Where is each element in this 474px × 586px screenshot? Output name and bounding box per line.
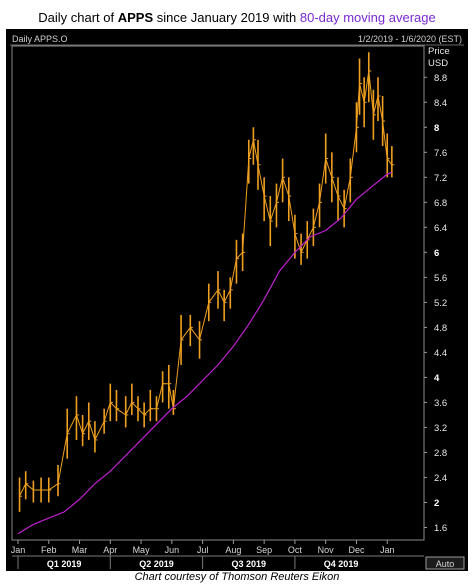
x-tick-label: May xyxy=(133,545,151,555)
y-tick-label: 5.2 xyxy=(434,298,447,309)
chart-panel: Daily APPS.O 1/2/2019 - 1/6/2020 (EST) P… xyxy=(6,29,468,571)
y-tick-label: 6.8 xyxy=(434,198,447,209)
y-tick-label: 6 xyxy=(434,248,439,259)
title-middle: since January 2019 with xyxy=(153,10,300,25)
yaxis-title-line2: USD xyxy=(428,58,448,69)
instrument-label: Daily APPS.O xyxy=(12,34,68,44)
quarter-label: Q1 2019 xyxy=(47,559,82,569)
y-tick-label: 8 xyxy=(434,123,439,134)
quarter-label: Q4 2019 xyxy=(324,559,359,569)
quarter-label: Q3 2019 xyxy=(232,559,267,569)
date-range-label: 1/2/2019 - 1/6/2020 (EST) xyxy=(358,34,462,44)
y-tick-label: 6.4 xyxy=(434,223,447,234)
plot-area xyxy=(11,45,425,541)
y-tick-label: 3.2 xyxy=(434,423,447,434)
x-tick-label: Mar xyxy=(72,545,88,555)
x-tick-label: Oct xyxy=(288,545,303,555)
y-tick-label: 4 xyxy=(434,373,440,384)
auto-scale-label[interactable]: Auto xyxy=(436,559,455,569)
y-tick-label: 4.4 xyxy=(434,348,447,359)
title-ma-text: 80-day moving average xyxy=(299,10,436,25)
x-tick-label: Sep xyxy=(256,545,272,555)
x-tick-label: Jul xyxy=(197,545,209,555)
y-tick-label: 4.8 xyxy=(434,323,447,334)
x-tick-label: Nov xyxy=(318,545,335,555)
x-tick-label: Aug xyxy=(225,545,241,555)
x-tick-label: Feb xyxy=(41,545,57,555)
x-tick-label: Jan xyxy=(11,545,26,555)
close-trace xyxy=(19,70,393,497)
y-tick-label: 7.2 xyxy=(434,173,447,184)
auto-scale-button[interactable] xyxy=(425,556,465,570)
y-tick-label: 7.6 xyxy=(434,148,447,159)
chart-title: Daily chart of APPS since January 2019 w… xyxy=(0,10,474,25)
y-tick-label: 1.6 xyxy=(434,523,447,534)
x-tick-label: Jun xyxy=(165,545,180,555)
title-ticker: APPS xyxy=(117,10,154,25)
x-tick-label: Apr xyxy=(103,545,117,555)
chart-caption: Chart courtesy of Thomson Reuters Eikon xyxy=(134,571,340,583)
y-tick-label: 2 xyxy=(434,498,439,509)
y-tick-label: 8.8 xyxy=(434,73,447,84)
x-tick-label: Jan xyxy=(380,545,395,555)
y-tick-label: 8.4 xyxy=(434,98,447,109)
quarter-label: Q2 2019 xyxy=(139,559,174,569)
x-axis: Jan Feb Mar Apr May Jun Jul Aug Sep Oct Nov Dec Jan Q… xyxy=(11,540,395,569)
y-tick-label: 2.8 xyxy=(434,448,447,459)
yaxis-title-line1: Price xyxy=(428,46,450,57)
price-series xyxy=(18,52,395,512)
y-tick-label: 2.4 xyxy=(434,473,447,484)
title-prefix: Daily chart of xyxy=(38,10,118,25)
y-axis: 1.6 2 2.4 2.8 3.2 3.6 4 4.4 4.8 5.2 5.6 6 6.4 6.8 7.2 7… xyxy=(424,73,447,534)
y-tick-label: 3.6 xyxy=(434,398,447,409)
y-tick-label: 5.6 xyxy=(434,273,447,284)
x-tick-label: Dec xyxy=(348,545,365,555)
moving-average-line xyxy=(17,171,393,535)
price-chart: Daily APPS.O 1/2/2019 - 1/6/2020 (EST) P… xyxy=(10,34,465,570)
